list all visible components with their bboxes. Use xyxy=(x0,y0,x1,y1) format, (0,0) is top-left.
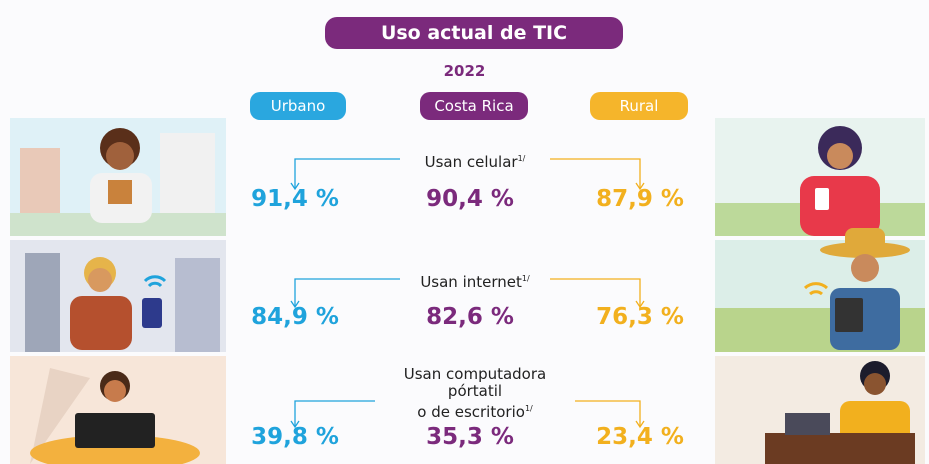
row-label-line: o de escritorio1/ xyxy=(375,400,575,421)
row-label-text: o de escritorio xyxy=(417,403,525,421)
row-label-line: Usan computadora xyxy=(375,366,575,383)
connector xyxy=(294,158,405,188)
value: 90,4 % xyxy=(426,186,514,212)
value: 87,9 % xyxy=(596,186,684,212)
arrowhead xyxy=(635,300,645,309)
year: 2022 xyxy=(443,62,486,80)
title: Uso actual de TIC xyxy=(325,17,623,49)
value: 91,4 % xyxy=(251,186,339,212)
row-label-text: Usan internet xyxy=(420,273,522,291)
arrowhead xyxy=(290,182,300,191)
row-label: Usan celular1/ xyxy=(400,150,550,171)
row-label-text: pórtatil xyxy=(447,382,503,400)
row-label-line: Usan celular1/ xyxy=(400,150,550,171)
value: 35,3 % xyxy=(426,424,514,450)
value: 82,6 % xyxy=(426,304,514,330)
connector xyxy=(535,158,641,188)
right-illustrations xyxy=(715,118,925,464)
value: 23,4 % xyxy=(596,424,684,450)
row-label: Usan computadora pórtatil o de escritorio1… xyxy=(375,366,575,421)
left-illustrations xyxy=(10,118,226,464)
value: 84,9 % xyxy=(251,304,339,330)
arrowhead xyxy=(635,420,645,429)
value: 39,8 % xyxy=(251,424,339,450)
value: 76,3 % xyxy=(596,304,684,330)
row-label-text: Usan computadora xyxy=(403,365,547,383)
arrowhead xyxy=(290,420,300,429)
row-label: Usan internet1/ xyxy=(400,270,550,291)
column-header: Costa Rica xyxy=(420,92,528,120)
footnote-marker: 1/ xyxy=(524,404,533,413)
footnote-marker: 1/ xyxy=(517,154,526,163)
connector xyxy=(535,278,641,306)
connector xyxy=(294,278,405,306)
row-label-line: pórtatil xyxy=(375,383,575,400)
column-header: Rural xyxy=(590,92,688,120)
connector xyxy=(294,400,405,426)
footnote-marker: 1/ xyxy=(521,274,530,283)
row-label-text: Usan celular xyxy=(424,153,518,171)
column-header: Urbano xyxy=(250,92,346,120)
row-label-line: Usan internet1/ xyxy=(400,270,550,291)
arrowhead xyxy=(290,300,300,309)
arrowhead xyxy=(635,182,645,191)
